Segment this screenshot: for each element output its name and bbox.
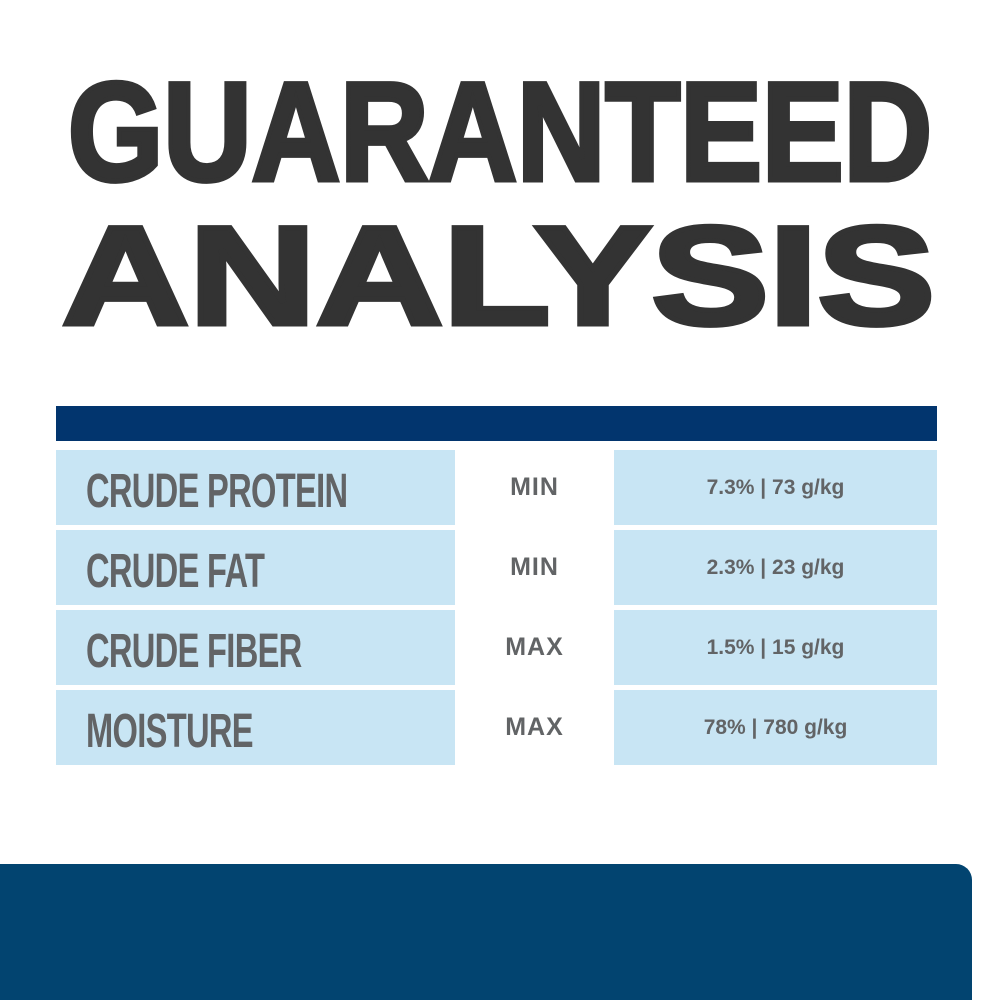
qualifier-label: MIN <box>510 473 559 501</box>
qualifier-label: MIN <box>510 553 559 581</box>
nutrient-cell: CRUDE FAT <box>56 530 455 605</box>
title-line-1: GUARANTEED <box>66 53 934 210</box>
value-cell: 7.3% | 73 g/kg <box>614 450 937 525</box>
nutrient-label: CRUDE FIBER <box>86 625 302 678</box>
value-cell: 2.3% | 23 g/kg <box>614 530 937 605</box>
title-line-2: ANALYSIS <box>59 197 938 354</box>
footer-panel <box>0 864 972 1000</box>
value-label: 7.3% | 73 g/kg <box>706 476 845 499</box>
value-label: 78% | 780 g/kg <box>703 716 848 739</box>
value-label: 1.5% | 15 g/kg <box>706 636 845 659</box>
nutrient-cell: MOISTURE <box>56 690 455 765</box>
nutrient-cell: CRUDE FIBER <box>56 610 455 685</box>
nutrient-label: CRUDE FAT <box>86 545 265 598</box>
value-cell: 78% | 780 g/kg <box>614 690 937 765</box>
value-label: 2.3% | 23 g/kg <box>706 556 845 579</box>
nutrient-label: MOISTURE <box>86 705 254 758</box>
table-header-bar <box>56 406 937 441</box>
value-cell: 1.5% | 15 g/kg <box>614 610 937 685</box>
title-line-2-row: ANALYSIS <box>0 197 1000 354</box>
qualifier-label: MAX <box>505 713 564 741</box>
qualifier-label: MAX <box>505 633 564 661</box>
nutrient-cell: CRUDE PROTEIN <box>56 450 455 525</box>
nutrient-label: CRUDE PROTEIN <box>86 465 348 518</box>
title-line-1-row: GUARANTEED <box>0 53 1000 210</box>
